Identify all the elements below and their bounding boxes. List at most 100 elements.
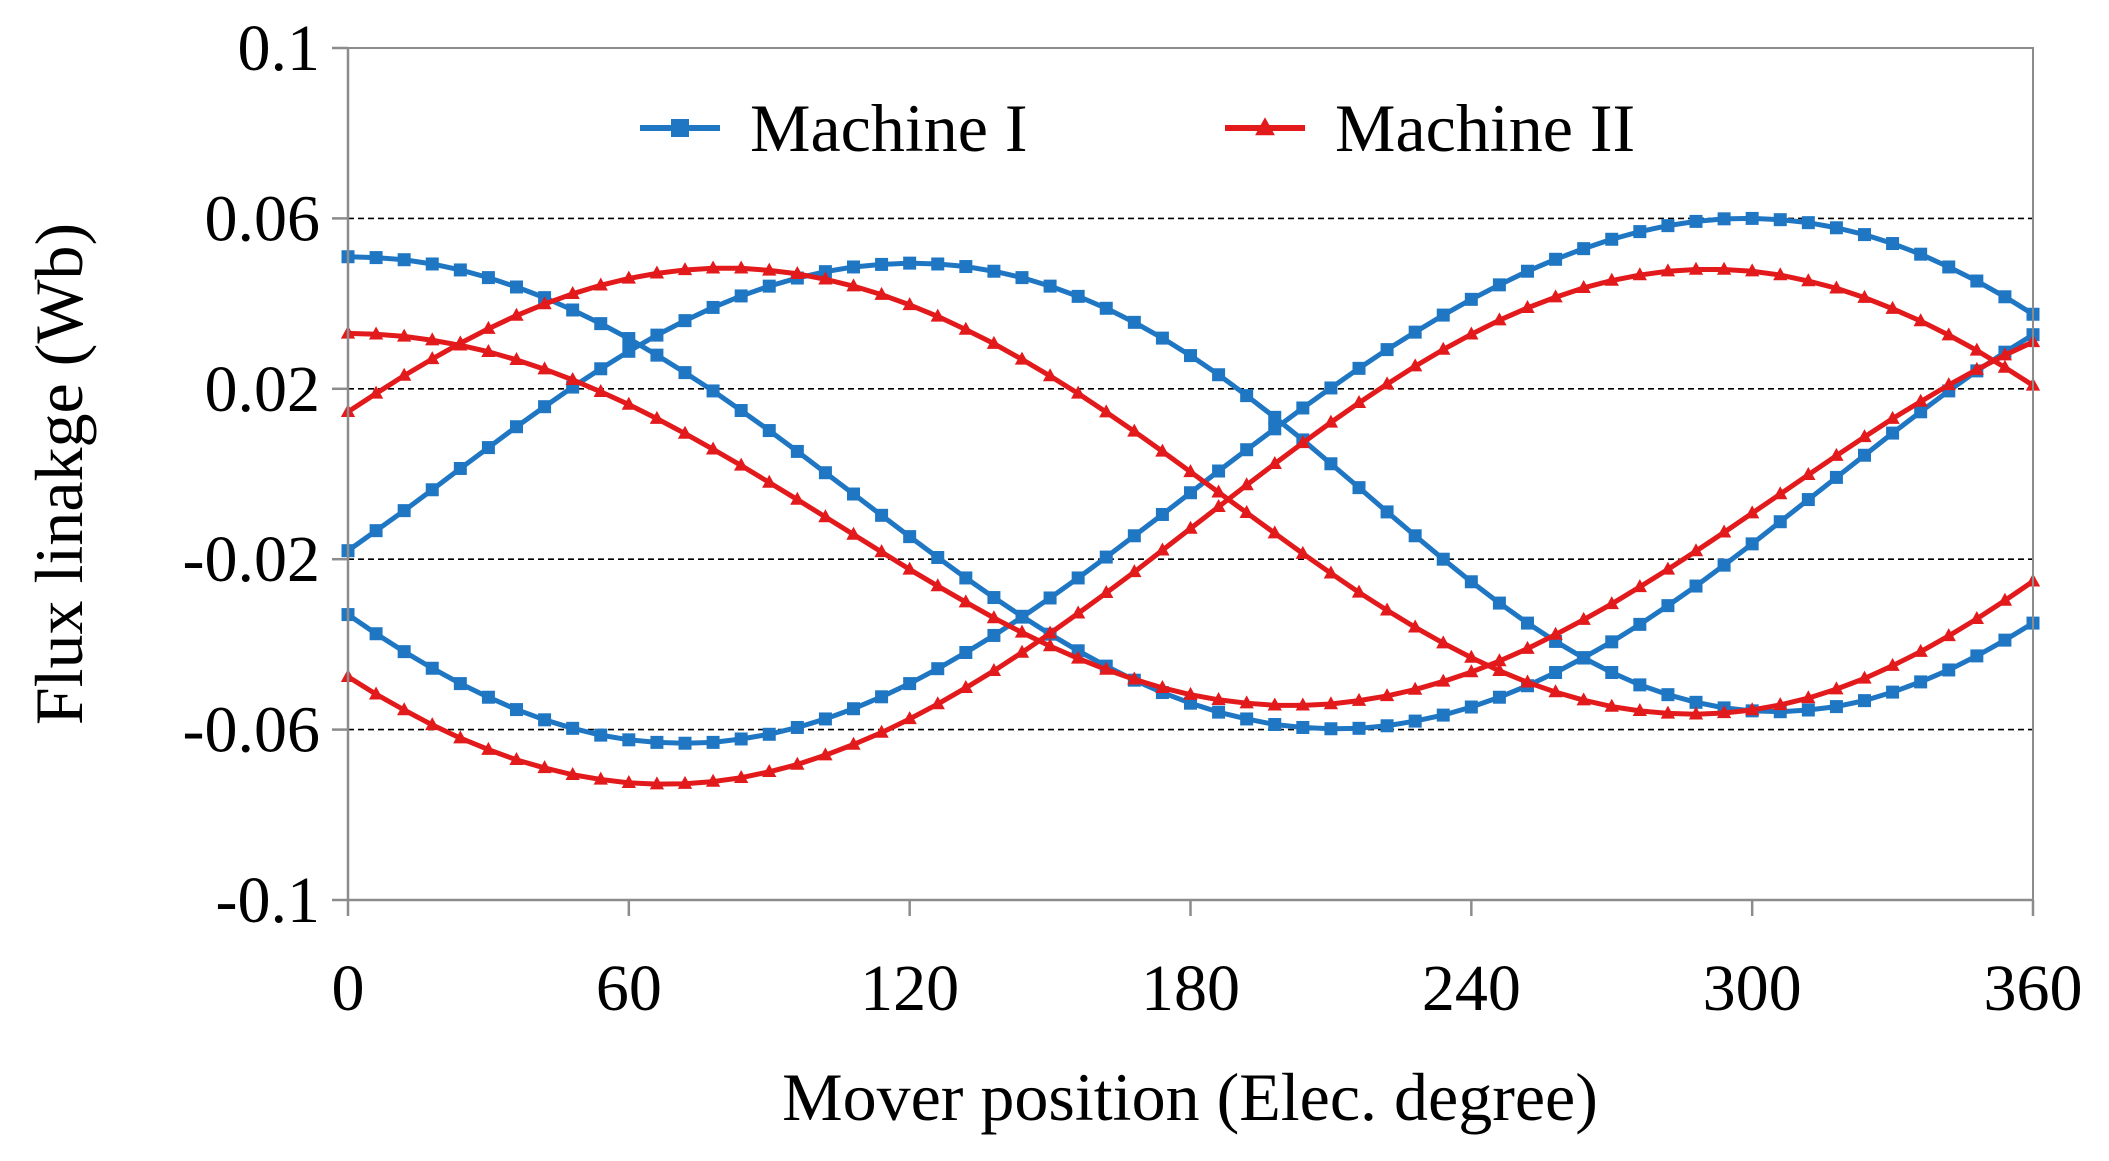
data-point-triangle [1885, 657, 1900, 671]
data-point-triangle [1071, 385, 1086, 399]
data-point-triangle [593, 771, 608, 785]
data-point-triangle [1492, 312, 1507, 326]
data-point-triangle [930, 578, 945, 592]
data-point-triangle [846, 526, 861, 540]
data-point-triangle [1255, 117, 1275, 136]
data-point-square [594, 728, 608, 742]
data-point-triangle [397, 328, 412, 342]
data-point-triangle [593, 277, 608, 291]
data-point-square [1970, 649, 1984, 663]
data-point-square [818, 466, 832, 480]
data-point-triangle [902, 711, 917, 725]
data-point-square [987, 264, 1001, 278]
data-point-triangle [453, 335, 468, 349]
data-point-triangle [1857, 429, 1872, 443]
data-point-square [1436, 308, 1450, 322]
data-point-triangle [1183, 464, 1198, 478]
data-point-triangle [1885, 410, 1900, 424]
data-point-triangle [677, 425, 693, 439]
data-point-triangle [1267, 525, 1282, 539]
data-point-square [987, 591, 1001, 605]
data-point-square [1521, 264, 1534, 278]
data-point-triangle [481, 343, 496, 357]
data-point-triangle [1379, 376, 1395, 390]
data-point-triangle [1576, 692, 1591, 706]
data-point-triangle [481, 320, 496, 334]
data-point-square [1184, 696, 1197, 710]
data-point-triangle [1829, 280, 1844, 294]
data-point-square [566, 303, 580, 317]
data-point-triangle [1604, 596, 1619, 610]
data-point-triangle [1913, 313, 1928, 327]
y-tick-label: -0.02 [183, 523, 320, 596]
data-point-triangle [1941, 327, 1956, 341]
data-point-square [1829, 221, 1843, 235]
y-tick-label: 0.1 [238, 12, 321, 85]
data-point-triangle [425, 717, 440, 731]
data-point-square [622, 733, 636, 747]
data-point-square [1914, 247, 1928, 261]
data-point-square [1212, 368, 1226, 382]
data-point-square [706, 735, 720, 749]
data-point-triangle [705, 260, 721, 274]
data-point-triangle [425, 332, 440, 346]
data-point-square [706, 300, 720, 314]
data-point-triangle [790, 756, 805, 770]
data-point-square [1492, 596, 1506, 610]
data-point-triangle [1773, 697, 1788, 711]
y-tick-label: -0.06 [183, 694, 320, 767]
data-point-triangle [1211, 499, 1226, 513]
data-point-triangle [1408, 358, 1423, 372]
data-point-square [1914, 675, 1928, 689]
data-point-square [650, 328, 664, 342]
data-point-triangle [1211, 691, 1226, 705]
data-point-triangle [1099, 404, 1114, 418]
data-point-triangle [1520, 640, 1535, 654]
data-point-square [762, 279, 776, 293]
data-point-square [1436, 552, 1450, 566]
data-point-triangle [1155, 443, 1170, 457]
data-point-triangle [509, 752, 524, 766]
data-point-square [1661, 688, 1675, 702]
data-point-square [622, 344, 636, 358]
data-point-triangle [1660, 561, 1676, 575]
y-tick-label: -0.1 [216, 864, 320, 937]
data-point-square [931, 662, 945, 676]
data-point-square [1127, 529, 1141, 543]
x-tick-label: 240 [1422, 952, 1521, 1025]
data-point-square [1801, 493, 1815, 507]
data-point-triangle [1492, 653, 1507, 667]
data-point-triangle [1267, 455, 1282, 469]
data-point-square [453, 461, 467, 475]
data-point-triangle [1436, 341, 1451, 355]
data-point-triangle [1239, 695, 1254, 709]
data-point-triangle [818, 509, 833, 523]
data-point-square [1717, 558, 1731, 572]
data-point-square [1773, 213, 1787, 227]
data-point-square [1801, 216, 1815, 230]
data-point-square [1661, 599, 1675, 613]
data-point-square [1015, 271, 1029, 285]
data-point-triangle [1801, 690, 1816, 704]
data-point-triangle [1295, 697, 1310, 711]
data-point-triangle [1464, 326, 1479, 340]
data-point-square [1998, 290, 2012, 304]
data-point-square [481, 271, 495, 285]
data-point-square [903, 256, 917, 270]
data-point-triangle [1576, 611, 1591, 625]
data-point-square [987, 628, 1001, 642]
data-point-triangle [565, 286, 580, 300]
data-point-square [818, 712, 832, 726]
data-point-square [1521, 616, 1534, 630]
data-point-square [1605, 232, 1619, 246]
data-point-triangle [986, 610, 1002, 624]
data-point-square [1408, 714, 1422, 728]
data-point-triangle [1520, 674, 1535, 688]
data-point-square [1408, 325, 1422, 339]
data-point-triangle [1773, 267, 1788, 281]
data-point-square [931, 550, 945, 564]
data-point-square [1661, 219, 1675, 233]
data-point-triangle [1548, 289, 1563, 303]
data-point-triangle [734, 260, 749, 274]
data-point-square [369, 524, 383, 538]
